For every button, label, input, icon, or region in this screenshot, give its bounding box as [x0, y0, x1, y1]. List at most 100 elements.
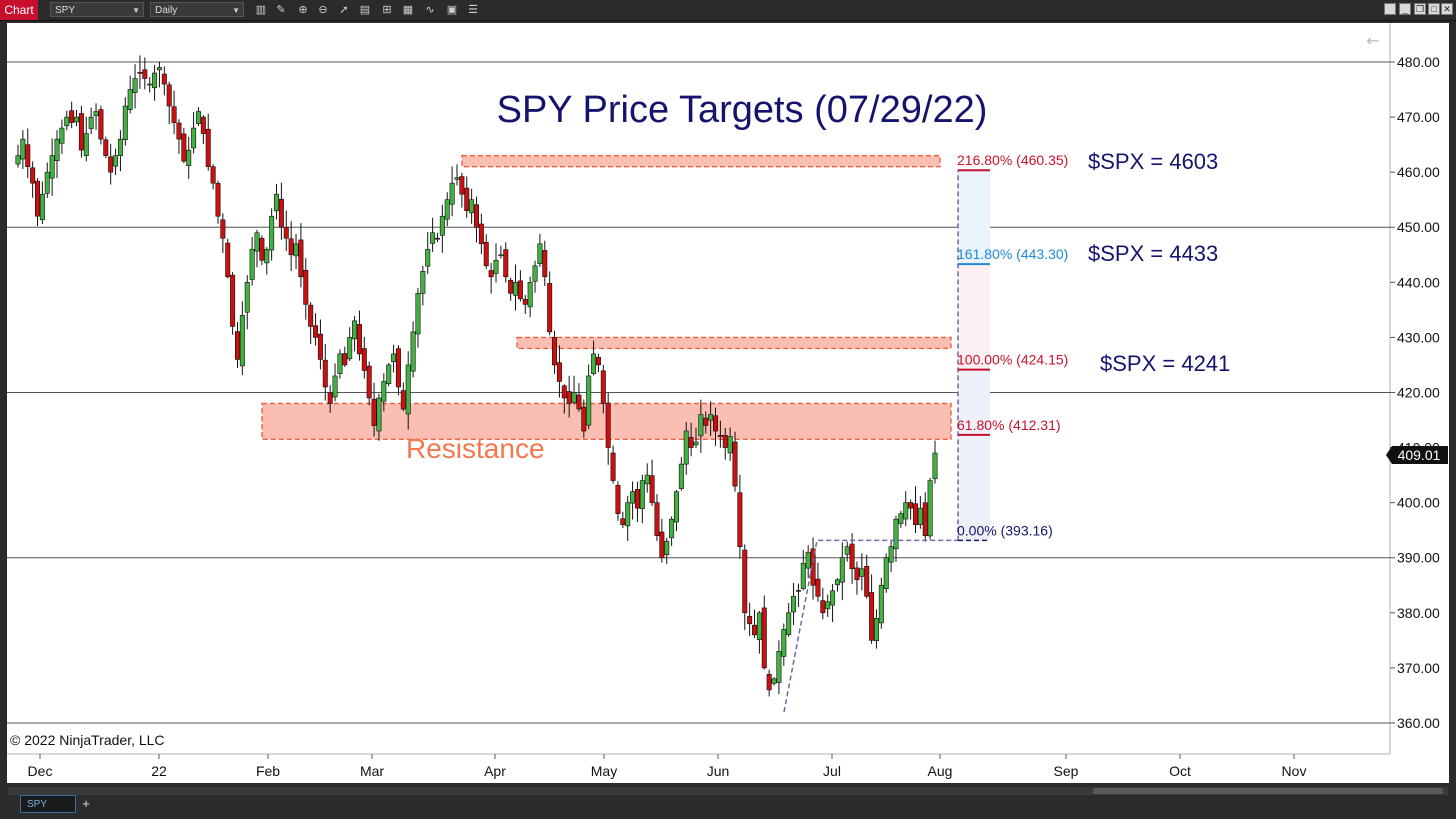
candle-body — [20, 138, 26, 160]
candle-body — [752, 624, 758, 636]
candle-body — [322, 359, 328, 388]
instrument-value: SPY — [55, 5, 76, 16]
candle-body — [191, 127, 197, 149]
candle-body — [361, 348, 367, 371]
current-price-marker: 409.01 — [1386, 446, 1448, 464]
candle-body — [844, 546, 850, 555]
candle-body — [35, 180, 41, 217]
instrument-tab[interactable]: SPY — [20, 795, 76, 813]
y-tick-label: 390.00 — [1397, 550, 1440, 566]
instrument-selector[interactable]: SPY ▼ — [50, 2, 144, 17]
current-price-label: 409.01 — [1398, 447, 1441, 463]
window-titlebar: Chart SPY ▼ Daily ▼ ▥ ✎ ⊕ ⊖ ➚ ▤ ⊞ ▦ ∿ ▣ … — [0, 0, 1456, 21]
minimize-icon[interactable]: _ — [1399, 3, 1411, 15]
candle-body — [527, 282, 533, 308]
fib-level-label: 161.80% (443.30) — [957, 246, 1068, 262]
candle-body — [493, 259, 499, 274]
candle-body — [303, 270, 309, 305]
candle-body — [576, 394, 582, 410]
candle-body — [586, 375, 592, 426]
pointer-icon[interactable]: ➚ — [339, 4, 349, 16]
candle-body — [800, 562, 806, 589]
templates-icon[interactable]: ▣ — [446, 4, 458, 16]
indicators-icon[interactable]: ▦ — [402, 4, 414, 16]
candle-body — [883, 557, 889, 589]
candle-body — [352, 320, 358, 340]
candle-body — [478, 223, 484, 245]
tile-window-icon[interactable] — [1384, 3, 1396, 15]
candle-body — [898, 513, 904, 524]
y-tick-label: 420.00 — [1397, 384, 1440, 400]
candle-body — [542, 250, 548, 278]
spx-target-1: $SPX = 4603 — [1088, 149, 1218, 174]
candle-body — [703, 417, 709, 426]
candle-body — [771, 678, 777, 684]
candle-body — [839, 557, 845, 583]
drawing-tool-icon[interactable]: ✎ — [276, 4, 286, 16]
candle-body — [917, 507, 923, 525]
candle-body — [49, 155, 55, 179]
candle-body — [732, 441, 738, 487]
candle-body — [176, 122, 182, 140]
candle-body — [766, 673, 772, 691]
candle-body — [69, 110, 75, 123]
candle-body — [356, 324, 362, 355]
fibonacci-extension: 216.80% (460.35) 161.80% (443.30) 100.00% … — [783, 152, 1068, 713]
restore-icon[interactable]: ❐ — [1414, 3, 1426, 15]
horizontal-scrollbar[interactable] — [8, 787, 1448, 795]
candle-body — [469, 199, 475, 214]
bar-type-icon[interactable]: ▥ — [255, 4, 267, 16]
chart-window-tab[interactable]: Chart — [0, 0, 38, 20]
candle-body — [854, 567, 860, 581]
candle-body — [756, 612, 762, 640]
candle-body — [459, 176, 465, 195]
strategies-icon[interactable]: ∿ — [425, 4, 435, 16]
candle-body — [513, 282, 519, 296]
candle-body — [644, 474, 650, 485]
candle-body — [834, 579, 840, 586]
scrollbar-thumb[interactable] — [1093, 788, 1443, 794]
x-tick-label: May — [591, 763, 617, 779]
add-tab-button[interactable]: + — [82, 796, 90, 811]
candle-body — [591, 353, 597, 374]
candle-body — [313, 325, 319, 338]
candle-body — [659, 531, 665, 559]
candle-body — [205, 128, 211, 167]
candle-body — [873, 618, 879, 642]
candle-body — [283, 226, 289, 239]
bottom-bar: SPY + — [0, 783, 1456, 819]
candle-body — [922, 502, 928, 536]
close-icon[interactable]: ✕ — [1441, 3, 1453, 15]
candle-body — [74, 116, 80, 123]
candle-body — [78, 113, 84, 151]
candle-body — [776, 651, 782, 683]
maximize-icon[interactable]: □ — [1428, 3, 1440, 15]
properties-icon[interactable]: ⊞ — [382, 4, 392, 16]
candle-body — [747, 615, 753, 625]
zoom-out-icon[interactable]: ⊖ — [318, 4, 328, 16]
candle-body — [288, 238, 294, 256]
candle-body — [932, 452, 938, 480]
x-tick-label: Sep — [1054, 763, 1079, 779]
candle-body — [308, 304, 314, 327]
candle-body — [152, 72, 158, 89]
candle-body — [113, 155, 119, 167]
interval-value: Daily — [155, 5, 178, 16]
candle-body — [683, 430, 689, 465]
interval-selector[interactable]: Daily ▼ — [150, 2, 244, 17]
back-arrow-icon[interactable]: ← — [1366, 31, 1379, 50]
price-chart[interactable]: 216.80% (460.35) 161.80% (443.30) 100.00% … — [0, 21, 1456, 783]
zoom-in-icon[interactable]: ⊕ — [298, 4, 308, 16]
candle-body — [386, 364, 392, 385]
candle-body — [39, 193, 45, 221]
candle-body — [420, 271, 426, 294]
menu-icon[interactable]: ☰ — [468, 4, 478, 16]
candle-body — [59, 127, 65, 144]
fib-level-label: 216.80% (460.35) — [957, 152, 1068, 168]
copyright-text: © 2022 NinjaTrader, LLC — [10, 732, 165, 748]
candle-body — [547, 283, 553, 333]
fib-anchor-line — [783, 539, 958, 713]
x-tick-label: 22 — [151, 763, 167, 779]
data-box-icon[interactable]: ▤ — [359, 4, 371, 16]
candle-body — [108, 156, 114, 173]
